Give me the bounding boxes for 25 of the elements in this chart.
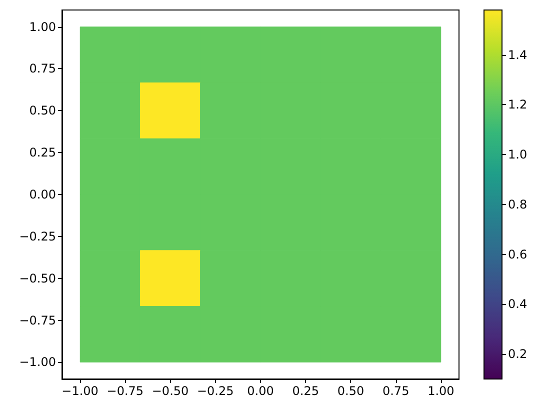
color-bar-label: 1.2: [508, 98, 528, 112]
y-tick-label: 1.00: [29, 20, 56, 34]
color-bar-label: 0.6: [508, 247, 528, 262]
color-bar-label: 0.4: [508, 297, 528, 312]
x-tick-label: 0.25: [292, 384, 319, 398]
color-bar-label: 0.2: [508, 347, 528, 362]
x-tick-label: −1.00: [62, 384, 98, 398]
x-tick-label: 0.50: [337, 384, 364, 398]
y-tick-label: −0.50: [19, 271, 56, 286]
y-tick-label: −0.25: [19, 229, 56, 244]
x-tick-label: −0.25: [196, 384, 234, 398]
x-tick-label: −0.75: [106, 384, 144, 398]
color-bar-label: 1.0: [508, 148, 528, 162]
x-tick-label: 0.75: [382, 384, 410, 398]
color-bar-label: 0.8: [508, 197, 528, 212]
y-tick-label: 0.75: [29, 62, 56, 76]
x-tick-label: −0.50: [152, 384, 189, 398]
color-bar-label: 1.4: [508, 48, 528, 62]
x-tick-label: 0.00: [247, 384, 274, 398]
y-tick-label: 0.25: [29, 146, 56, 160]
y-tick-label: −1.00: [19, 355, 56, 370]
y-tick-label: −0.75: [19, 313, 56, 328]
x-tick-label: 1.00: [428, 384, 454, 398]
y-tick-label: 0.00: [29, 188, 56, 202]
y-tick-label: 0.50: [29, 104, 56, 118]
